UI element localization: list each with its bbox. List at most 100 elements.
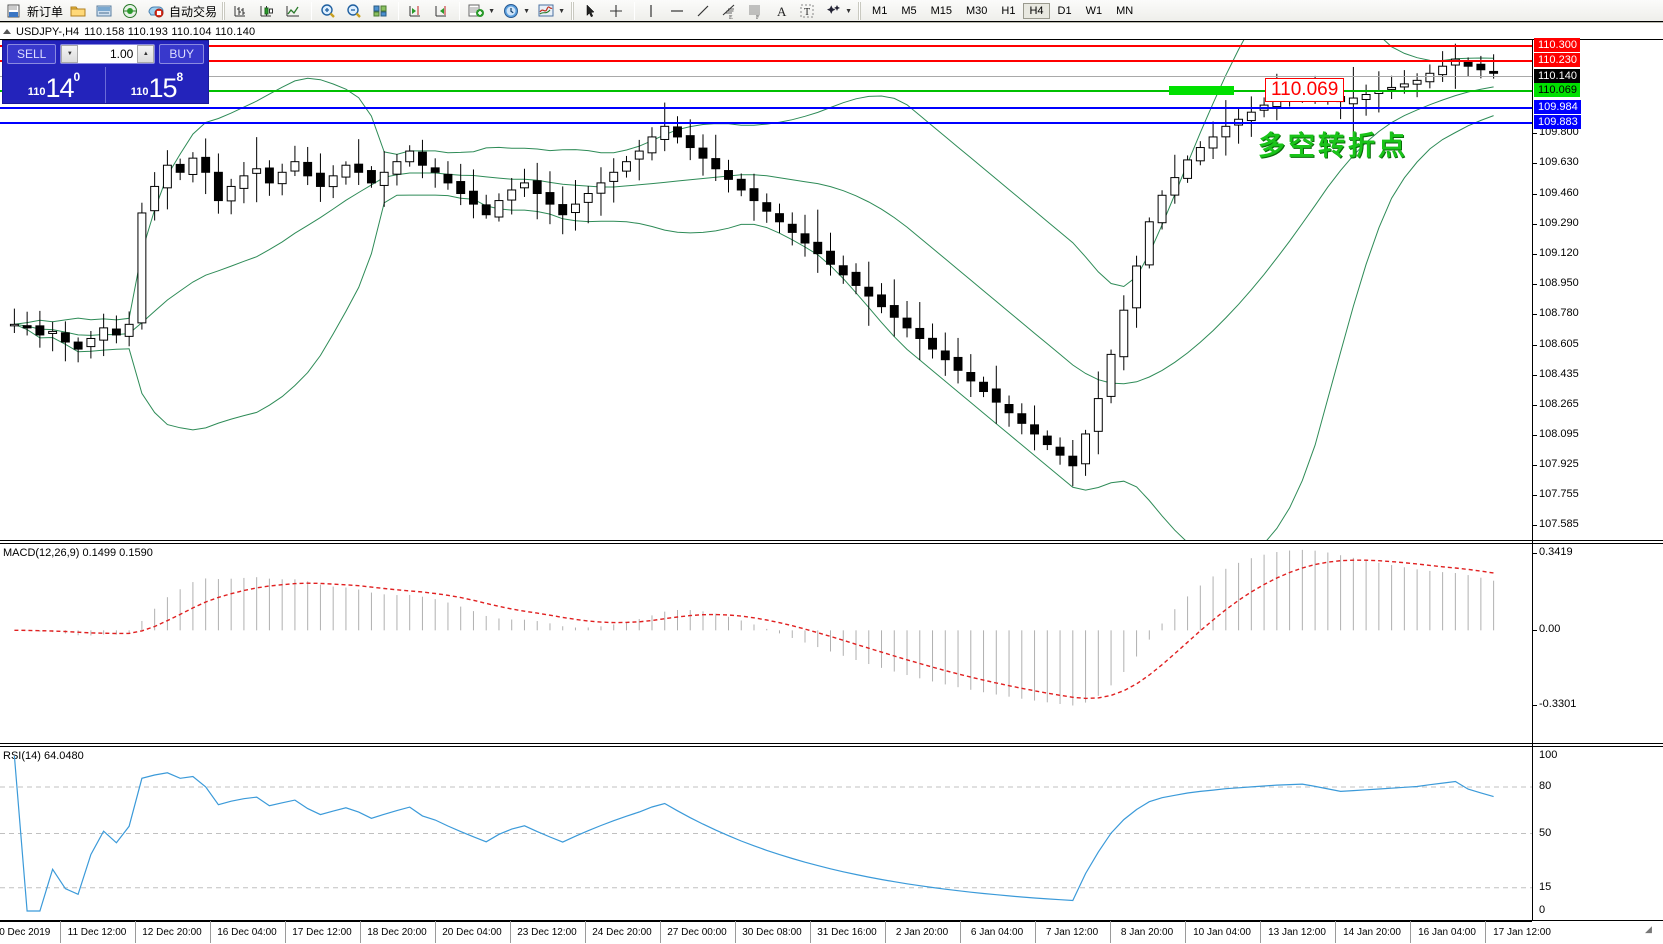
one-click-trading-panel[interactable]: SELL ▼ 1.00 ▲ BUY 110 14 0 110 15 8 [2,40,209,104]
indicators-button[interactable]: ▼ [464,0,499,22]
buy-price-prefix: 110 [130,86,149,98]
time-axis-label: 27 Dec 00:00 [667,927,727,938]
timeframe-m15[interactable]: M15 [930,5,952,17]
price-level-line-110.300[interactable] [0,45,1532,47]
chart-header: USDJPY-,H4 110.158 110.193 110.104 110.1… [0,24,1663,39]
templates-button[interactable]: ▼ [534,0,569,22]
candle-body [711,158,721,170]
sell-button[interactable]: SELL [7,44,57,64]
volume-increase-button[interactable]: ▲ [137,45,155,63]
timeframe-m1[interactable]: M1 [872,5,888,17]
chinese-note-label: 多空转折点 [1258,131,1408,162]
profiles-button[interactable] [66,0,92,22]
price-level-line-109.984[interactable] [0,107,1532,109]
candle-body [1068,455,1078,467]
trendline-button[interactable] [691,0,717,22]
price-level-label-110.140[interactable]: 110.140 [1534,69,1580,83]
price-tick-label: 107.585 [1539,518,1579,530]
sell-price-prefix: 110 [27,86,46,98]
price-tick-label: 108.605 [1539,337,1579,350]
collapse-triangle-icon[interactable] [3,29,11,34]
time-axis-separator [1409,921,1411,943]
price-level-label-109.883[interactable]: 109.883 [1534,115,1581,129]
price-pane[interactable] [0,40,1663,540]
price-chart-canvas[interactable] [0,40,1532,540]
timeframe-h4[interactable]: H4 [1023,3,1050,19]
candle-body [1093,398,1103,432]
macd-pane[interactable]: MACD(12,26,9) 0.1499 0.1590 [0,545,1663,713]
text-button[interactable]: A [769,0,795,22]
macd-tick [1533,553,1537,554]
period-dropdown-arrow[interactable]: ▼ [523,7,530,15]
timeframe-h1[interactable]: H1 [1001,5,1016,17]
crosshair-button[interactable] [604,0,630,22]
buy-price-display[interactable]: 110 15 8 [105,67,208,103]
toolbar-grip-1[interactable] [222,2,226,20]
candlestick-chart-button[interactable] [255,0,281,22]
sell-price-display[interactable]: 110 14 0 [3,67,105,103]
price-level-label-110.230[interactable]: 110.230 [1534,53,1580,67]
zoom-in-button[interactable] [316,0,342,22]
candle-body [86,337,96,348]
tile-windows-button[interactable] [368,0,394,22]
shapes-button[interactable]: ▼ [821,0,856,22]
timeframe-w1[interactable]: W1 [1085,5,1103,17]
shift-end-button[interactable] [403,0,429,22]
pane-separator-macd[interactable] [0,540,1663,544]
price-level-line-110.140[interactable] [0,76,1532,77]
rsi-pane[interactable]: RSI(14) 64.0480 [0,748,1663,920]
hline-button[interactable] [665,0,691,22]
volume-value[interactable]: 1.00 [109,47,134,61]
candle-body [1399,83,1409,88]
fibo-button[interactable]: E [717,0,743,22]
time-axis-separator [509,921,511,943]
volume-decrease-button[interactable]: ▼ [61,45,79,63]
autotrading-button[interactable]: 自动交易 [144,0,220,22]
trendline-icon [694,2,714,20]
price-tick [1533,464,1537,466]
buy-button[interactable]: BUY [159,44,204,64]
candle-body [1195,147,1205,162]
templates-dropdown-arrow[interactable]: ▼ [558,7,565,15]
price-level-line-110.230[interactable] [0,60,1532,62]
auto-scroll-button[interactable] [429,0,455,22]
time-axis-labels[interactable]: 10 Dec 2019 11 Dec 12:00 12 Dec 20:00 16 De… [0,924,1663,944]
green-highlight-marker[interactable] [1169,86,1234,95]
vline-button[interactable] [639,0,665,22]
equidistant-channel-button[interactable]: F [743,0,769,22]
cursor-button[interactable] [578,0,604,22]
toolbar-grip-2[interactable] [571,2,575,20]
shapes-dropdown-arrow[interactable]: ▼ [845,7,852,15]
timeframe-mn[interactable]: MN [1116,5,1134,17]
timeframe-m5[interactable]: M5 [901,5,917,17]
line-chart-button[interactable] [281,0,307,22]
terminal-button[interactable] [92,0,118,22]
volume-stepper[interactable]: ▼ 1.00 ▲ [60,44,156,64]
price-level-label-110.300[interactable]: 110.300 [1534,38,1580,52]
candle-body [877,294,886,308]
price-level-label-109.984[interactable]: 109.984 [1534,100,1581,114]
new-order-button[interactable]: 新订单 [2,0,66,22]
period-button[interactable]: ▼ [499,0,534,22]
candle-body [928,337,937,350]
time-axis-label: 23 Dec 12:00 [517,927,577,938]
label-button[interactable]: T [795,0,821,22]
price-annotation-box[interactable]: 110.069 [1265,78,1345,102]
toolbar-grip-3[interactable] [858,2,862,20]
timeframe-m30[interactable]: M30 [966,5,988,17]
market-watch-button[interactable] [118,0,144,22]
time-axis-label: 10 Jan 04:00 [1193,927,1251,938]
price-level-label-110.069[interactable]: 110.069 [1534,83,1580,97]
indicators-dropdown-arrow[interactable]: ▼ [488,7,495,15]
bar-chart-button[interactable] [229,0,255,22]
price-scale[interactable]: 109.800 109.630 109.460 109.290 109.120 108.9… [1533,40,1663,540]
zoom-out-button[interactable] [342,0,368,22]
scroll-indicator[interactable]: ◢ [1645,924,1652,934]
price-level-line-110.069[interactable] [0,90,1532,92]
timeframe-d1[interactable]: D1 [1057,5,1072,17]
buy-price-main: 15 [148,73,178,103]
candle-body [1208,136,1218,149]
price-tick [1533,313,1537,315]
pane-separator-rsi[interactable] [0,743,1663,747]
price-level-line-109.883[interactable] [0,122,1532,124]
